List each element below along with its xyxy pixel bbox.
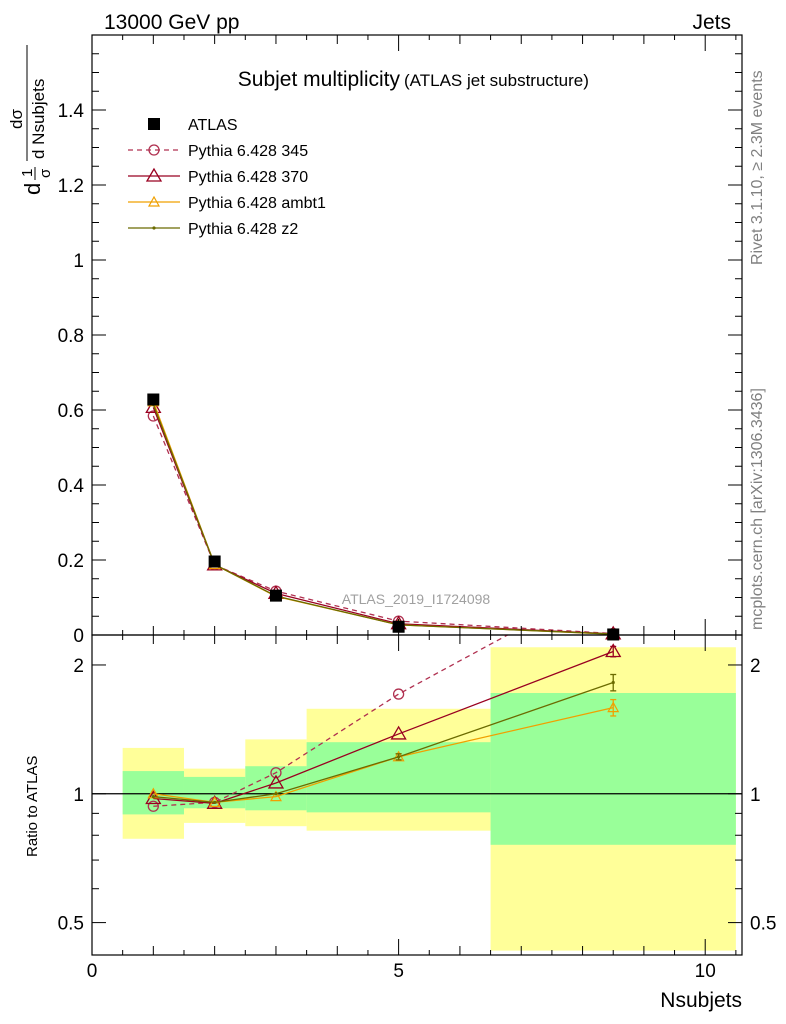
y-tick-label: 0.6 — [58, 401, 84, 422]
legend-label: Pythia 6.428 z2 — [188, 221, 298, 238]
y-tick-label: 0.2 — [58, 551, 84, 572]
legend-label: ATLAS — [188, 117, 238, 134]
ylabel-sigma: σ — [37, 168, 54, 178]
y-tick-label: 0.8 — [58, 326, 84, 347]
legend-marker — [148, 144, 160, 156]
x-tick-label: 10 — [695, 961, 716, 982]
main-data-point — [269, 589, 282, 602]
legend-marker — [148, 118, 160, 130]
ylabel-one: 1 — [19, 169, 36, 177]
y-tick-label: 0.4 — [58, 476, 85, 497]
ratio-mc-2-point — [267, 774, 285, 789]
main-data-point — [147, 393, 160, 406]
ratio-y-tick-label: 1 — [750, 785, 761, 806]
chart-title: Subjet multiplicity — [238, 68, 401, 91]
ratio-mc-3-point — [607, 701, 620, 713]
ylabel-d: d — [20, 183, 45, 195]
ratio-mc-4-point — [274, 792, 278, 796]
legend: ATLAS Pythia 6.428 345 Pythia 6.428 370 Pyt… — [128, 117, 326, 238]
main-panel: 0 0.2 0.4 0.6 0.8 1 1.2 1.4 Subjet multiplicity… — [7, 34, 743, 647]
ratio-frame — [91, 634, 743, 956]
ratio-mc-4-point — [397, 755, 401, 759]
ratio-y-tick-label: 2 — [73, 656, 84, 677]
ratio-mc-1-point — [392, 688, 405, 700]
main-y-axis-label: d 1 σ dσ d Nsubjets — [7, 45, 54, 195]
x-axis-label: Nsubjets — [660, 989, 742, 1012]
ratio-mc-4-point — [213, 800, 217, 804]
ratio-y-axis-label: Ratio to ATLAS — [24, 756, 41, 857]
legend-marker — [152, 226, 156, 230]
x-tick-label: 0 — [87, 961, 98, 982]
ratio-mc-1-point — [147, 800, 159, 812]
y-tick-label: 1.4 — [58, 101, 85, 122]
ratio-mc-1-line — [153, 634, 508, 807]
y-tick-label: 1.2 — [58, 176, 84, 197]
rivet-label: Rivet 3.1.10, ≥ 2.3M events — [749, 70, 766, 265]
ratio-mc-2-line — [153, 650, 614, 804]
ratio-mc-3-line — [153, 706, 614, 803]
y-tick-label: 0 — [73, 626, 84, 647]
chart-subtitle: (ATLAS jet substructure) — [404, 71, 589, 90]
ratio-mc-2-point — [605, 643, 622, 658]
ratio-mc-2-point — [390, 725, 407, 740]
legend-marker — [147, 195, 161, 207]
legend-label: Pythia 6.428 ambt1 — [188, 195, 326, 212]
ratio-mc-4-point — [151, 794, 155, 799]
ylabel-dsigma: dσ — [7, 109, 26, 129]
legend-label: Pythia 6.428 345 — [188, 143, 308, 160]
ratio-mc-4-point — [611, 680, 615, 685]
ratio-y-tick-label: 0.5 — [58, 914, 84, 935]
ratio-mc-3-point — [269, 790, 282, 802]
header-right: Jets — [692, 11, 731, 34]
legend-label: Pythia 6.428 370 — [188, 169, 308, 186]
uncertainty-band-green — [490, 692, 736, 845]
ylabel-dN: d Nsubjets — [29, 79, 48, 159]
ratio-mc-1-point — [270, 767, 282, 779]
ratio-panel: 0.5 0.51 12 2 0 5 10 Ratio to ATLAS Nsubjets — [24, 35, 776, 1012]
y-tick-label: 1 — [73, 251, 84, 272]
x-tick-label: 5 — [393, 961, 404, 982]
header-left: 13000 GeV pp — [104, 11, 239, 34]
main-mc-2-point — [145, 399, 162, 414]
main-data-point — [208, 555, 221, 568]
ratio-y-tick-label: 2 — [750, 656, 761, 677]
legend-marker — [145, 167, 163, 182]
analysis-label: ATLAS_2019_I1724098 — [342, 591, 491, 607]
ratio-y-tick-label: 0.5 — [750, 914, 776, 935]
mcplots-label: mcplots.cern.ch [arXiv:1306.3436] — [749, 388, 766, 630]
ratio-y-tick-label: 1 — [73, 785, 84, 806]
